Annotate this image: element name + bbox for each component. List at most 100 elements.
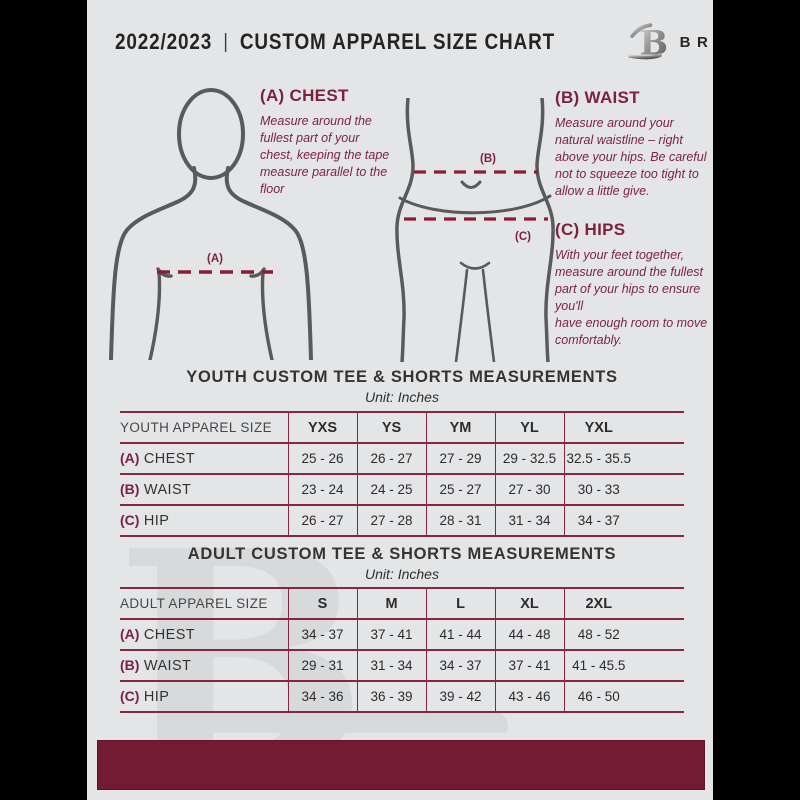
cell-value: 37 - 41: [356, 619, 426, 650]
adult-table-wrapper: ADULT APPAREL SIZE S M L XL 2XL (A) CHES…: [120, 587, 684, 713]
breakaway-logo-icon: B: [627, 22, 668, 62]
cell-value: 27 - 29: [425, 443, 495, 474]
waist-guide-heading: (B) WAIST: [555, 88, 640, 107]
size-header: YS: [356, 412, 426, 443]
adult-size-table: ADULT APPAREL SIZE S M L XL 2XL (A) CHES…: [120, 587, 684, 713]
cell-value: 30 - 33: [563, 474, 633, 505]
cell-value: 44 - 48: [494, 619, 564, 650]
hips-guide-description: With your feet together, measure around …: [555, 248, 708, 347]
size-header: S: [287, 588, 357, 619]
row-label: (C) HIP: [120, 511, 170, 529]
chest-guide-description: Measure around the fullest part of your …: [260, 114, 390, 196]
header: 2022/2023 | CUSTOM APPAREL SIZE CHART B: [115, 18, 713, 66]
cell-value: 34 - 37: [425, 650, 495, 681]
cell-value: 23 - 24: [287, 474, 357, 505]
cell-value: 26 - 27: [287, 505, 357, 536]
spacer-cell: [633, 443, 684, 474]
spacer-cell: [633, 412, 684, 443]
table-row: (A) CHEST 25 - 26 26 - 27 27 - 29 29 - 3…: [120, 443, 684, 474]
cell-value: 31 - 34: [356, 650, 426, 681]
waist-guide: (B) WAIST Measure around your natural wa…: [555, 88, 707, 200]
cell-value: 37 - 41: [494, 650, 564, 681]
lower-body-diagram: (B) (C): [395, 98, 555, 362]
cell-value: 29 - 32.5: [494, 443, 564, 474]
page-title: 2022/2023 | CUSTOM APPAREL SIZE CHART: [115, 29, 555, 55]
table-row: (C) HIP 34 - 36 36 - 39 39 - 42 43 - 46 …: [120, 681, 684, 712]
size-chart-page: B 2022/2023 | CUSTOM APPAREL SIZE CHART: [87, 0, 713, 800]
size-header: 2XL: [563, 588, 633, 619]
brand-block: B BREAKAWAY: [627, 19, 713, 65]
spacer-cell: [633, 619, 684, 650]
youth-table-unit: Unit: Inches: [365, 389, 439, 405]
size-header: YXL: [563, 412, 633, 443]
row-label: (A) CHEST: [120, 625, 196, 643]
row-label: (B) WAIST: [120, 480, 192, 498]
cell-value: 39 - 42: [425, 681, 495, 712]
row-label: (B) WAIST: [120, 656, 192, 674]
brand-watermark-swash: [170, 712, 508, 733]
cell-value: 34 - 37: [563, 505, 633, 536]
size-header: XL: [494, 588, 564, 619]
chest-line-label: (A): [207, 253, 223, 265]
size-header: M: [356, 588, 426, 619]
cell-value: 36 - 39: [356, 681, 426, 712]
adult-table-unit: Unit: Inches: [365, 566, 439, 582]
table-row: (B) WAIST 23 - 24 24 - 25 25 - 27 27 - 3…: [120, 474, 684, 505]
cell-value: 32.5 - 35.5: [563, 443, 633, 474]
adult-size-col-header: ADULT APPAREL SIZE: [120, 596, 268, 611]
cell-value: 41 - 44: [425, 619, 495, 650]
row-label: (A) CHEST: [120, 449, 196, 467]
youth-table-wrapper: YOUTH APPAREL SIZE YXS YS YM YL YXL (A) …: [120, 411, 684, 537]
spacer-cell: [633, 681, 684, 712]
youth-size-col-header: YOUTH APPAREL SIZE: [120, 420, 272, 435]
cell-value: 48 - 52: [563, 619, 633, 650]
upper-body-diagram: (A): [109, 88, 313, 360]
cell-value: 31 - 34: [494, 505, 564, 536]
row-label: (C) HIP: [120, 687, 170, 705]
size-header: YL: [494, 412, 564, 443]
chest-guide: (A) CHEST Measure around the fullest par…: [260, 86, 392, 198]
cell-value: 28 - 31: [425, 505, 495, 536]
size-header: YXS: [287, 412, 357, 443]
cell-value: 46 - 50: [563, 681, 633, 712]
brand-name: BREAKAWAY: [679, 33, 713, 51]
spacer-cell: [633, 650, 684, 681]
spacer-cell: [633, 588, 684, 619]
size-header: L: [425, 588, 495, 619]
adult-table-title: ADULT CUSTOM TEE & SHORTS MEASUREMENTS: [187, 545, 617, 563]
cell-value: 41 - 45.5: [563, 650, 633, 681]
table-row: (C) HIP 26 - 27 27 - 28 28 - 31 31 - 34 …: [120, 505, 684, 536]
footer-accent-bar: [97, 740, 705, 790]
cell-value: 34 - 36: [287, 681, 357, 712]
cell-value: 43 - 46: [494, 681, 564, 712]
youth-header-row: YOUTH APPAREL SIZE YXS YS YM YL YXL: [120, 412, 684, 443]
cell-value: 27 - 28: [356, 505, 426, 536]
table-row: (A) CHEST 34 - 37 37 - 41 41 - 44 44 - 4…: [120, 619, 684, 650]
spacer-cell: [633, 474, 684, 505]
header-title-text: CUSTOM APPAREL SIZE CHART: [239, 29, 556, 54]
size-header: YM: [425, 412, 495, 443]
cell-value: 29 - 31: [287, 650, 357, 681]
adult-header-row: ADULT APPAREL SIZE S M L XL 2XL: [120, 588, 684, 619]
cell-value: 26 - 27: [356, 443, 426, 474]
youth-section-title: YOUTH CUSTOM TEE & SHORTS MEASUREMENTS U…: [120, 368, 684, 405]
cell-value: 27 - 30: [494, 474, 564, 505]
cell-value: 34 - 37: [287, 619, 357, 650]
youth-table-title: YOUTH CUSTOM TEE & SHORTS MEASUREMENTS: [186, 368, 618, 386]
table-row: (B) WAIST 29 - 31 31 - 34 34 - 37 37 - 4…: [120, 650, 684, 681]
hips-guide-heading: (C) HIPS: [555, 220, 626, 239]
chest-guide-heading: (A) CHEST: [260, 86, 349, 105]
hips-guide: (C) HIPS With your feet together, measur…: [555, 220, 713, 349]
waist-line-label: (B): [480, 153, 496, 165]
adult-section-title: ADULT CUSTOM TEE & SHORTS MEASUREMENTS U…: [120, 545, 684, 582]
header-year: 2022/2023: [115, 29, 213, 54]
header-separator: |: [223, 30, 229, 53]
hips-line-label: (C): [515, 231, 531, 243]
waist-guide-description: Measure around your natural waistline – …: [555, 116, 707, 198]
cell-value: 25 - 26: [287, 443, 357, 474]
cell-value: 24 - 25: [356, 474, 426, 505]
youth-size-table: YOUTH APPAREL SIZE YXS YS YM YL YXL (A) …: [120, 411, 684, 537]
cell-value: 25 - 27: [425, 474, 495, 505]
spacer-cell: [633, 505, 684, 536]
